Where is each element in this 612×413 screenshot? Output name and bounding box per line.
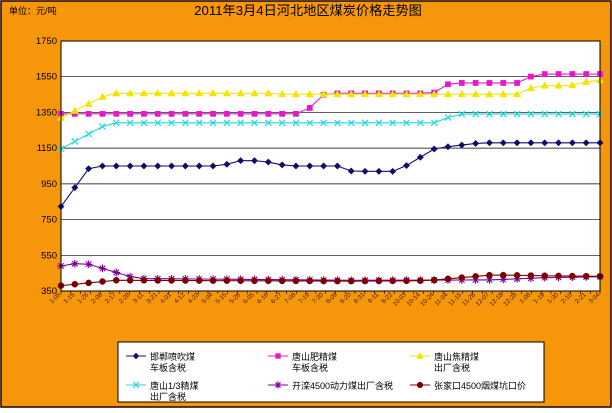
svg-text:车板含税: 车板含税 bbox=[292, 362, 328, 373]
svg-text:1350: 1350 bbox=[36, 107, 57, 118]
svg-text:2011年3月4日河北地区煤炭价格走势图: 2011年3月4日河北地区煤炭价格走势图 bbox=[194, 3, 422, 18]
svg-text:1550: 1550 bbox=[36, 72, 57, 83]
svg-text:出厂含税: 出厂含税 bbox=[434, 362, 470, 373]
svg-text:开滦4500动力煤出厂含税: 开滦4500动力煤出厂含税 bbox=[292, 380, 393, 391]
svg-text:550: 550 bbox=[41, 250, 57, 261]
svg-text:1750: 1750 bbox=[36, 36, 57, 47]
svg-text:张家口4500烟煤坑口价: 张家口4500烟煤坑口价 bbox=[434, 380, 526, 391]
svg-text:唐山肥精煤: 唐山肥精煤 bbox=[292, 351, 337, 362]
svg-text:1150: 1150 bbox=[37, 143, 57, 154]
svg-text:邯郸喷吹煤: 邯郸喷吹煤 bbox=[150, 351, 195, 362]
svg-text:750: 750 bbox=[41, 215, 57, 226]
svg-text:车板含税: 车板含税 bbox=[150, 362, 186, 373]
svg-text:单位：元/吨: 单位：元/吨 bbox=[9, 5, 57, 16]
svg-text:唐山1/3精煤: 唐山1/3精煤 bbox=[150, 380, 199, 391]
svg-text:出厂含税: 出厂含税 bbox=[150, 391, 186, 402]
svg-text:唐山焦精煤: 唐山焦精煤 bbox=[434, 351, 479, 362]
svg-text:950: 950 bbox=[41, 179, 57, 190]
